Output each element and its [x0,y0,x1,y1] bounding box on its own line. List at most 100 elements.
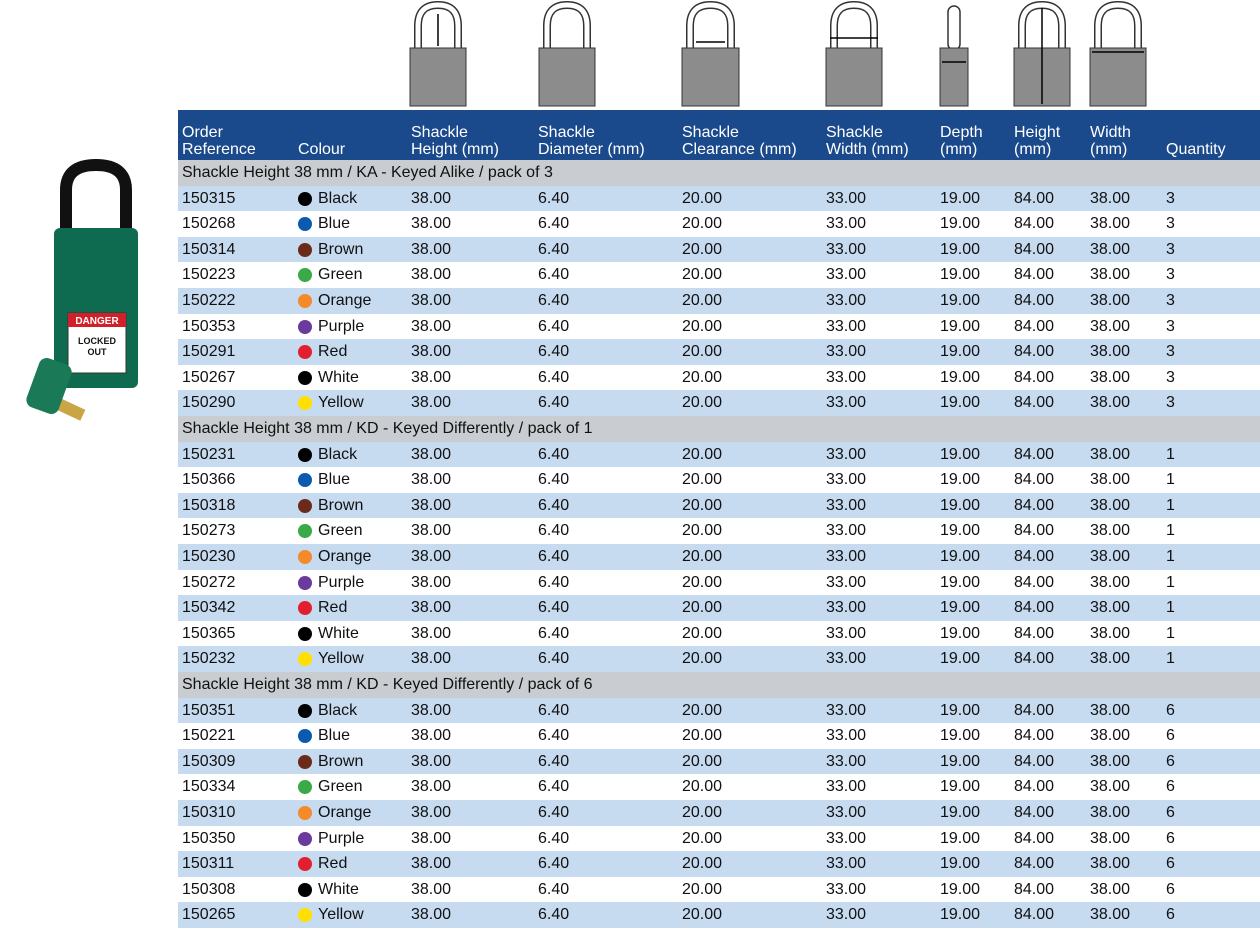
cell: 38.00 [411,599,451,617]
cell: Yellow [318,906,364,924]
cell: 38.00 [1090,727,1130,745]
colour-swatch [298,755,312,769]
cell: 6.40 [538,753,569,771]
cell: 6 [1166,830,1175,848]
cell: 150350 [182,830,235,848]
column-header: Order [182,124,223,141]
cell: 1 [1166,471,1175,489]
cell: 38.00 [411,394,451,412]
cell: 84.00 [1014,266,1054,284]
cell: 38.00 [1090,522,1130,540]
cell: 20.00 [682,804,722,822]
cell: 38.00 [1090,318,1130,336]
cell: 38.00 [411,625,451,643]
cell: 6.40 [538,778,569,796]
colour-swatch [298,371,312,385]
cell: 3 [1166,190,1175,208]
label-text: OUT [88,347,108,357]
cell: 1 [1166,650,1175,668]
cell: 38.00 [1090,753,1130,771]
cell: 38.00 [411,804,451,822]
cell: 33.00 [826,906,866,924]
cell: Orange [318,292,371,310]
cell: 6.40 [538,599,569,617]
cell: 6.40 [538,215,569,233]
cell: Brown [318,753,363,771]
cell: Blue [318,471,350,489]
cell: 1 [1166,497,1175,515]
cell: 6 [1166,778,1175,796]
cell: 33.00 [826,881,866,899]
cell: 6 [1166,804,1175,822]
cell: 6.40 [538,446,569,464]
cell: 84.00 [1014,906,1054,924]
cell: 150315 [182,190,235,208]
cell: 84.00 [1014,318,1054,336]
cell: 19.00 [940,778,980,796]
cell: 20.00 [682,318,722,336]
cell: 84.00 [1014,394,1054,412]
icon-part [1098,5,1138,48]
cell: 33.00 [826,650,866,668]
icon-part [1090,48,1146,106]
column-header: Height (mm) [411,141,499,158]
cell: 6.40 [538,471,569,489]
cell: 19.00 [940,394,980,412]
cell: 33.00 [826,830,866,848]
cell: 20.00 [682,881,722,899]
cell: 84.00 [1014,241,1054,259]
cell: 19.00 [940,318,980,336]
column-header: (mm) [1090,141,1127,158]
cell: Black [318,190,357,208]
column-header: Depth [940,124,983,141]
cell: 6.40 [538,497,569,515]
cell: Blue [318,727,350,745]
cell: 20.00 [682,343,722,361]
cell: 6.40 [538,702,569,720]
cell: 38.00 [1090,906,1130,924]
cell: 150310 [182,804,235,822]
cell: Green [318,778,362,796]
cell: 38.00 [411,778,451,796]
cell: Black [318,446,357,464]
cell: 19.00 [940,548,980,566]
cell: 38.00 [411,343,451,361]
icon-part [834,5,874,48]
cell: 84.00 [1014,446,1054,464]
cell: 150265 [182,906,235,924]
cell: 38.00 [1090,497,1130,515]
cell: 38.00 [411,241,451,259]
cell: 6 [1166,727,1175,745]
cell: 6.40 [538,650,569,668]
cell: 38.00 [1090,369,1130,387]
icon-part [826,48,882,106]
cell: 84.00 [1014,650,1054,668]
cell: 84.00 [1014,497,1054,515]
cell: 38.00 [1090,343,1130,361]
cell: 38.00 [1090,830,1130,848]
cell: 19.00 [940,599,980,617]
column-header: Shackle [826,124,883,141]
cell: 33.00 [826,548,866,566]
column-header: Reference [182,141,256,158]
cell: 6.40 [538,830,569,848]
cell: 84.00 [1014,702,1054,720]
cell: 6.40 [538,574,569,592]
cell: 38.00 [411,190,451,208]
cell: 19.00 [940,190,980,208]
cell: 150272 [182,574,235,592]
cell: Red [318,599,347,617]
cell: 33.00 [826,727,866,745]
cell: 20.00 [682,625,722,643]
cell: 33.00 [826,778,866,796]
cell: 33.00 [826,190,866,208]
column-header: Clearance (mm) [682,141,797,158]
cell: 6.40 [538,369,569,387]
cell: 38.00 [1090,394,1130,412]
cell: 150353 [182,318,235,336]
cell: 38.00 [1090,855,1130,873]
cell: Purple [318,318,364,336]
cell: 20.00 [682,292,722,310]
cell: 3 [1166,215,1175,233]
cell: 150223 [182,266,235,284]
